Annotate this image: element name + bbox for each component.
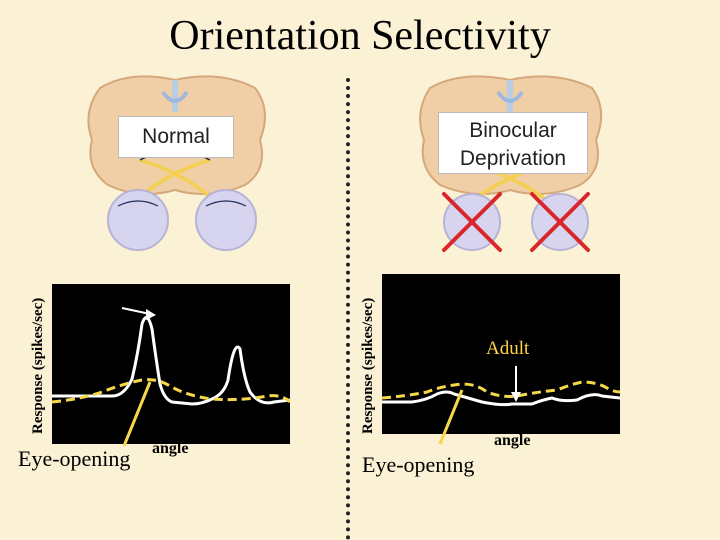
eye-opening-label-normal: Eye-opening bbox=[18, 446, 131, 471]
tuning-curves-deprivation bbox=[381, 366, 621, 407]
panel-divider bbox=[346, 78, 350, 540]
adult-label-deprivation: Adult bbox=[486, 338, 530, 359]
adult-label-normal: Adult bbox=[68, 296, 112, 317]
eye-opening-pointer-right bbox=[438, 389, 464, 445]
x-axis-label-normal: angle bbox=[152, 440, 189, 457]
adult-curve-normal bbox=[52, 316, 291, 406]
binocular-deprivation-label: Binocular Deprivation bbox=[438, 112, 588, 174]
normal-condition-label: Normal bbox=[118, 116, 234, 158]
eye-opening-curve-deprivation bbox=[381, 380, 621, 400]
adult-arrowhead-deprivation bbox=[511, 392, 521, 402]
adult-pointer-arrowhead-left bbox=[146, 309, 156, 320]
y-axis-label-normal: Response (spikes/sec) bbox=[30, 297, 46, 434]
plot-deprivation bbox=[381, 274, 621, 434]
eye-opening-pointer-left bbox=[122, 381, 152, 447]
eyes-normal bbox=[107, 189, 257, 251]
adult-curve-deprivation bbox=[382, 390, 621, 407]
page-title: Orientation Selectivity bbox=[169, 13, 551, 59]
y-axis-label-deprivation: Response (spikes/sec) bbox=[360, 297, 376, 434]
deprivation-cross-icon bbox=[442, 192, 590, 252]
adult-pointer-line-left bbox=[121, 307, 151, 315]
eye-opening-label-deprivation: Eye-opening bbox=[362, 452, 475, 477]
plot-normal bbox=[51, 284, 292, 444]
x-axis-label-deprivation: angle bbox=[494, 432, 531, 449]
tuning-curves-normal bbox=[51, 316, 292, 406]
